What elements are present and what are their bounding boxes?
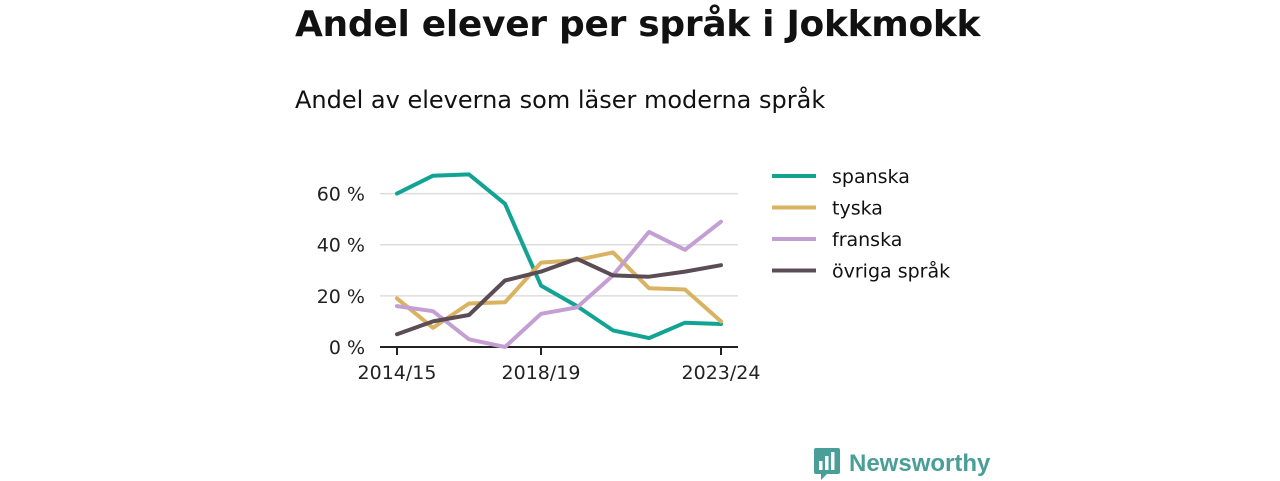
chart-subtitle: Andel av eleverna som läser moderna språ… — [295, 86, 826, 114]
y-tick-label: 40 % — [317, 235, 365, 257]
y-tick-label: 20 % — [317, 286, 365, 308]
legend: spanska tyska franska övriga språk — [772, 166, 950, 283]
series-layer — [395, 172, 723, 349]
x-tick-label: 2018/19 — [502, 362, 581, 384]
y-tick-label: 60 % — [317, 184, 365, 206]
x-tick-label: 2014/15 — [358, 362, 437, 384]
newsworthy-brand[interactable]: Newsworthy — [813, 447, 990, 481]
legend-label: övriga språk — [832, 260, 950, 283]
legend-label: spanska — [832, 166, 910, 188]
grid-layer — [380, 192, 738, 297]
legend-label: franska — [832, 229, 902, 251]
x-tick-label: 2023/24 — [682, 362, 761, 384]
y-tick-label: 0 % — [329, 337, 365, 359]
brand-name: Newsworthy — [849, 450, 991, 477]
chart-title: Andel elever per språk i Jokkmokk — [295, 4, 981, 45]
bar-chart-bubble-icon — [814, 448, 840, 480]
series-line-spanska — [395, 172, 723, 341]
series-line-tyska — [395, 250, 723, 330]
series-line-franska — [395, 219, 723, 349]
axis-layer: 0 % 20 % 40 % 60 % 2014/15 2018/19 2023/24 — [317, 184, 761, 384]
series-line-övriga-språk — [395, 256, 723, 337]
legend-label: tyska — [832, 198, 883, 220]
